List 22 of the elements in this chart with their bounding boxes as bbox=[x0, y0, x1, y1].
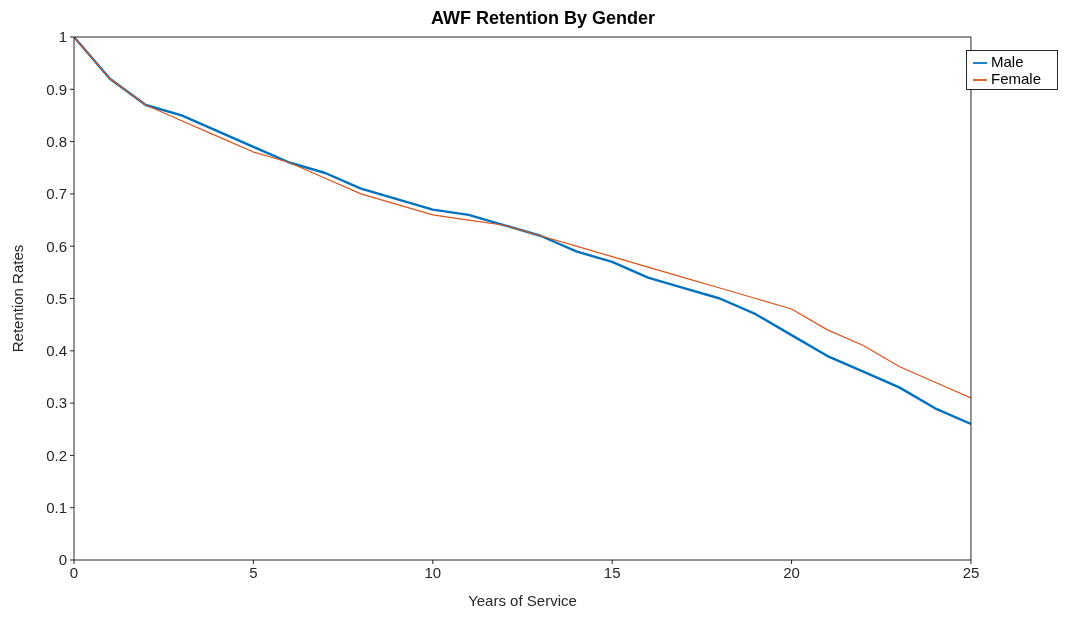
y-tick-label: 0.2 bbox=[46, 446, 67, 464]
y-tick-label: 0.1 bbox=[46, 499, 67, 517]
y-tick-label: 0.3 bbox=[46, 394, 67, 412]
x-tick-label: 15 bbox=[603, 563, 621, 581]
legend-label: Female bbox=[990, 70, 1041, 88]
y-tick-label: 0.7 bbox=[46, 185, 67, 203]
y-tick-label: 0.4 bbox=[46, 342, 67, 360]
y-tick-label: 0.5 bbox=[46, 289, 67, 307]
legend-label: Male bbox=[990, 53, 1024, 70]
x-tick-label: 0 bbox=[69, 563, 79, 581]
x-tick-label: 5 bbox=[249, 563, 258, 581]
x-tick-label: 20 bbox=[783, 563, 800, 581]
chart-title: AWF Retention By Gender bbox=[430, 8, 656, 28]
x-tick-label: 25 bbox=[962, 563, 980, 581]
x-tick-label: 10 bbox=[424, 563, 442, 581]
y-tick-label: 0.9 bbox=[46, 80, 67, 98]
y-tick-label: 0 bbox=[58, 551, 67, 569]
y-tick-label: 1 bbox=[58, 28, 67, 46]
y-axis-title: Retention Rates bbox=[9, 244, 27, 353]
y-tick-label: 0.6 bbox=[46, 237, 67, 255]
x-axis-title: Years of Service bbox=[468, 592, 577, 609]
y-tick-label: 0.8 bbox=[46, 132, 67, 150]
